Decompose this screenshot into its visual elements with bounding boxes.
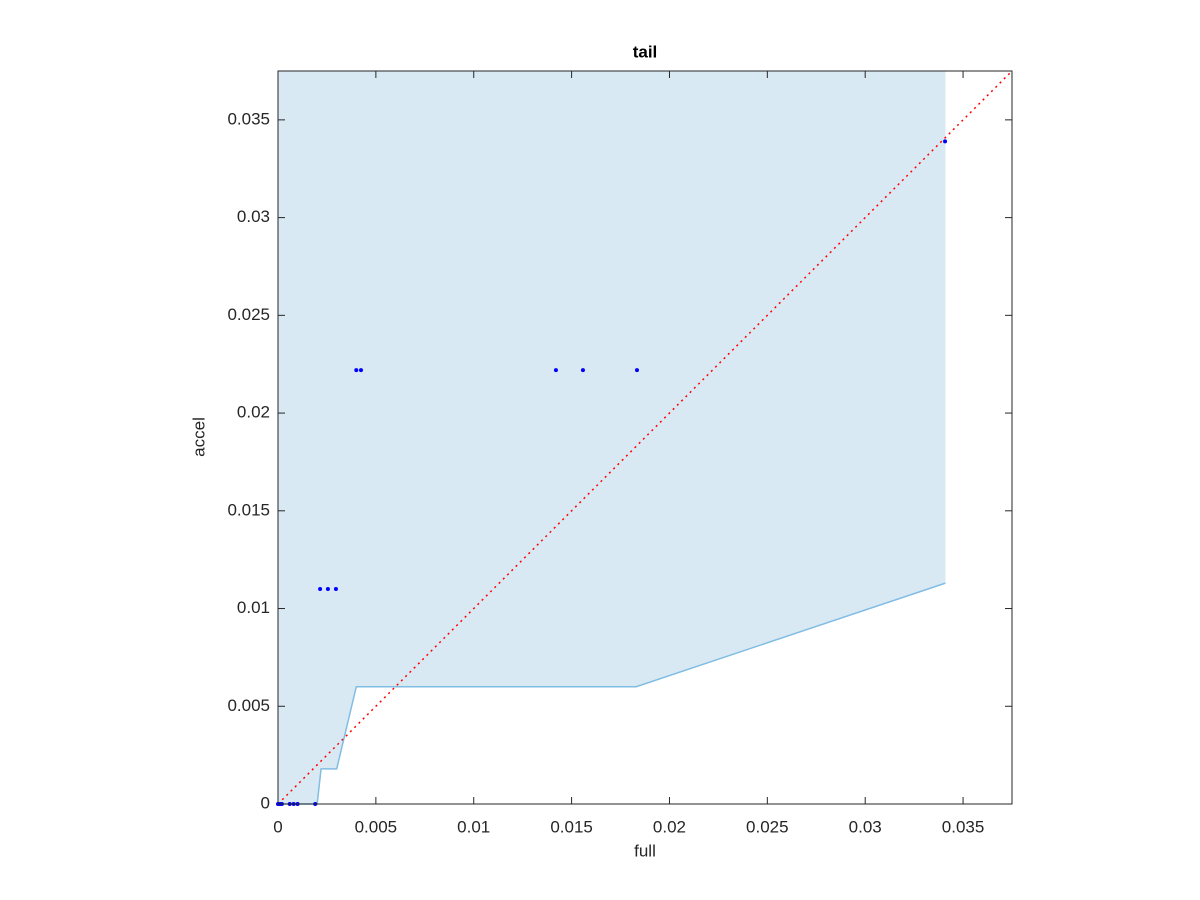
scatter-point [325, 586, 330, 591]
scatter-point [634, 368, 639, 373]
scatter-point [943, 139, 948, 144]
x-tick-label: 0.03 [849, 817, 882, 836]
x-tick-label: 0.02 [653, 817, 686, 836]
y-tick-label: 0.035 [227, 109, 270, 128]
y-tick-label: 0.015 [227, 500, 270, 519]
x-tick-label: 0 [273, 817, 282, 836]
y-tick-label: 0.01 [237, 598, 270, 617]
shaded-region [278, 71, 946, 804]
scatter-point [553, 368, 558, 373]
reference-line [277, 70, 1013, 805]
y-tick-label: 0 [261, 793, 270, 812]
x-tick-label: 0.035 [942, 817, 985, 836]
scatter-point [354, 368, 359, 373]
y-tick-label: 0.025 [227, 305, 270, 324]
x-tick-label: 0.01 [457, 817, 490, 836]
scatter-point [333, 586, 338, 591]
y-tick-label: 0.005 [227, 696, 270, 715]
x-tick-label: 0.015 [550, 817, 593, 836]
y-axis-label: accel [189, 417, 208, 457]
x-tick-label: 0.005 [355, 817, 398, 836]
scatter-point [358, 368, 363, 373]
y-tick-label: 0.02 [237, 403, 270, 422]
y-tick-label: 0.03 [237, 207, 270, 226]
chart-title: tail [633, 42, 658, 61]
axes-box [277, 70, 1013, 805]
scatter-point [318, 586, 323, 591]
x-axis-label: full [634, 841, 656, 860]
x-tick-label: 0.025 [746, 817, 789, 836]
scatter-point [580, 368, 585, 373]
